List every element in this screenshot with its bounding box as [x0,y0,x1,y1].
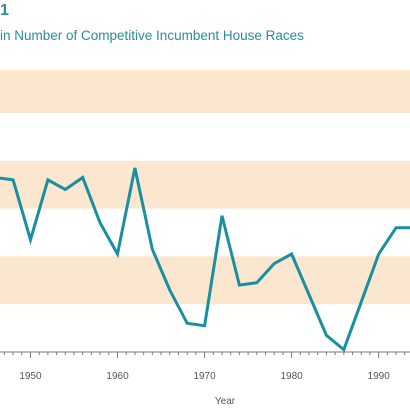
series-line [0,167,410,353]
chart-title: in Number of Competitive Incumbent House… [0,28,304,43]
background-bands [0,70,410,305]
x-tick-label: 1980 [280,371,303,382]
x-tick-label: 1950 [19,371,42,382]
background-band [0,160,410,209]
x-tick-label: 1990 [368,371,391,382]
x-axis-tick-labels: 1950 1960 1970 1980 1990 [19,371,390,382]
background-band [0,70,410,114]
x-tick-label: 1960 [106,371,129,382]
x-axis-title: Year [215,396,236,407]
background-band [0,256,410,305]
x-tick-label: 1970 [193,371,216,382]
x-axis-ticks [3,352,406,358]
figure-number: 1 [0,2,9,19]
